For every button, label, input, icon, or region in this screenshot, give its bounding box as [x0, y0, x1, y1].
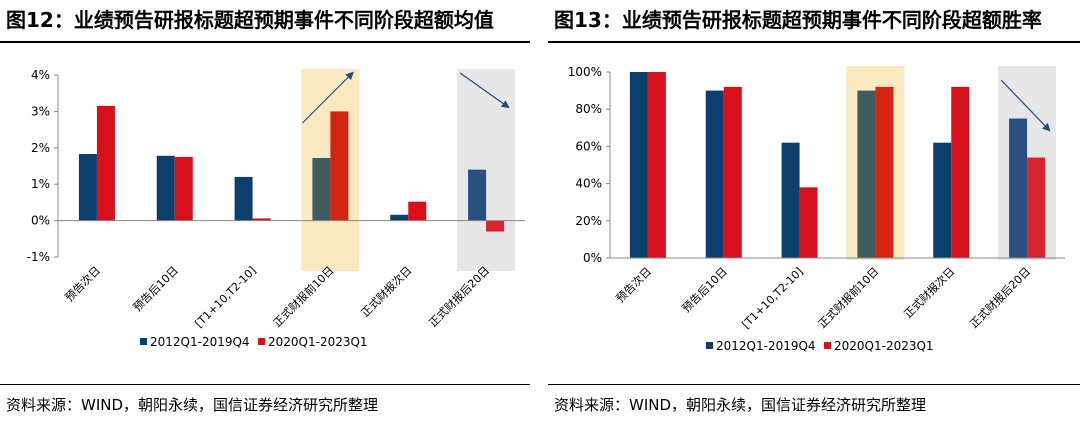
- y-tick-label: 80%: [575, 102, 602, 116]
- bar-series2-5: [951, 86, 970, 258]
- bar-series1-6: [468, 169, 487, 221]
- category-label: 正式财报前10日: [815, 264, 881, 330]
- bar-series1-4: [857, 90, 876, 258]
- bar-series1-1: [629, 72, 648, 258]
- legend-label-1: 2012Q1-2019Q4: [716, 339, 816, 353]
- trend-arrow-down: [459, 72, 510, 109]
- category-label: 预告后10日: [131, 264, 181, 314]
- trend-arrow-down: [1000, 79, 1051, 132]
- figure-12-bottom-rule: [0, 384, 530, 385]
- bar-series1-5: [933, 142, 952, 258]
- figure-13-source: 资料来源：WIND，朝阳永续，国信证券经济研究所整理: [554, 396, 927, 414]
- legend-label-2: 2020Q1-2023Q1: [268, 335, 368, 349]
- y-tick-label: 3%: [31, 104, 50, 118]
- bar-series1-2: [705, 90, 724, 258]
- figure-13-chart: 0% 20% 40% 60% 80% 100% 预告次日 预告后10日 [T1+10,T2-10…: [568, 65, 1065, 353]
- figure-12-chart: -1%0%1%2%3%4%预告次日 预告后10日 [T1+10,T2-10] 正式财报…: [27, 68, 525, 349]
- category-label: [T1+10,T2-10]: [739, 265, 805, 331]
- figure-12-panel: 图12：业绩预告研报标题超预期事件不同阶段超额均值 -1% 0% 1% 2% 3% 4% 预…: [0, 0, 530, 432]
- category-label: 正式财报后20日: [967, 264, 1033, 330]
- trend-arrow-up: [301, 71, 354, 124]
- category-label: 预告次日: [62, 263, 103, 304]
- bar-series2-4: [875, 86, 894, 258]
- category-label: [T1+10,T2-10]: [192, 264, 258, 330]
- bar-series1-6: [1009, 118, 1028, 258]
- category-label: 正式财报次日: [901, 264, 958, 321]
- bar-series1-4: [312, 157, 331, 221]
- y-tick-label: 20%: [575, 214, 602, 228]
- bar-series2-1: [647, 72, 666, 258]
- figure-12-source: 资料来源：WIND，朝阳永续，国信证券经济研究所整理: [6, 396, 379, 414]
- y-tick-label: 0%: [31, 214, 50, 228]
- bar-series1-3: [234, 176, 253, 221]
- highlight-band-2: [457, 69, 516, 271]
- bar-series2-2: [723, 86, 742, 258]
- y-tick-label: 40%: [575, 177, 602, 191]
- figure-13-panel: 图13：业绩预告研报标题超预期事件不同阶段超额胜率 0% 20% 40% 60% 80%…: [548, 0, 1080, 432]
- y-tick-label: 60%: [575, 139, 602, 153]
- figure-12-top-rule: [0, 41, 530, 43]
- bar-series2-2: [174, 156, 193, 221]
- bar-series1-1: [78, 153, 97, 221]
- bar-series2-6: [486, 220, 505, 232]
- bar-series1-2: [156, 155, 175, 221]
- legend-swatch-1: [706, 342, 713, 349]
- category-label: 正式财报次日: [358, 263, 415, 320]
- bar-series1-3: [781, 142, 800, 258]
- figure-12-title: 图12：业绩预告研报标题超预期事件不同阶段超额均值: [6, 8, 494, 32]
- y-tick-label: 1%: [31, 177, 50, 191]
- category-label: 预告次日: [613, 264, 654, 305]
- category-label: 预告后10日: [680, 265, 730, 315]
- bar-series2-6: [1027, 157, 1046, 258]
- y-tick-label: 2%: [31, 141, 50, 155]
- bar-series2-3: [252, 218, 271, 221]
- legend-label-2: 2020Q1-2023Q1: [834, 339, 934, 353]
- figure-13-title: 图13：业绩预告研报标题超预期事件不同阶段超额胜率: [554, 8, 1042, 32]
- y-tick-label: 0%: [583, 251, 602, 265]
- bar-series1-5: [390, 214, 409, 221]
- legend-swatch-2: [258, 338, 265, 345]
- figure-13-bottom-rule: [548, 384, 1080, 385]
- category-label: 正式财报前10日: [270, 263, 336, 329]
- bar-series2-5: [408, 201, 427, 221]
- y-tick-label: 4%: [31, 68, 50, 82]
- legend-label-1: 2012Q1-2019Q4: [150, 335, 250, 349]
- y-tick-label: 100%: [568, 65, 602, 79]
- y-tick-label: -1%: [27, 250, 50, 264]
- bar-series2-4: [330, 111, 349, 221]
- figure-13-top-rule: [548, 41, 1080, 43]
- legend-swatch-2: [824, 342, 831, 349]
- bar-series2-1: [96, 105, 115, 221]
- legend-swatch-1: [140, 338, 147, 345]
- category-label: 正式财报后20日: [426, 263, 492, 329]
- bar-series2-3: [799, 187, 818, 258]
